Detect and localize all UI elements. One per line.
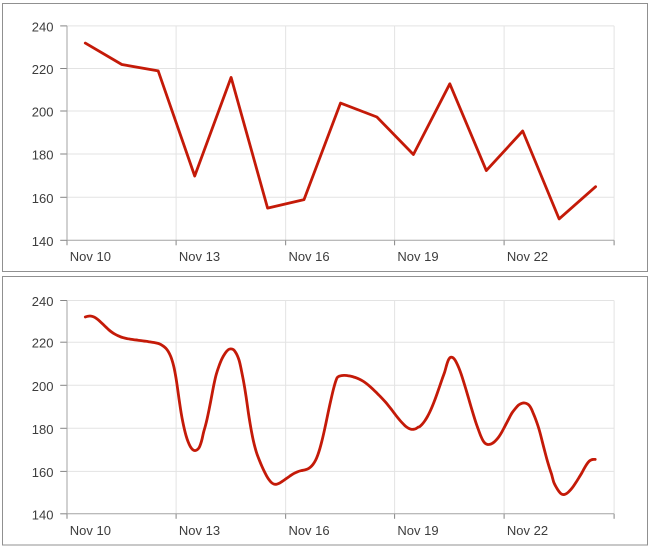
svg-text:160: 160 [32,465,54,480]
svg-text:140: 140 [32,507,54,522]
svg-text:240: 240 [32,19,54,34]
svg-text:Nov 22: Nov 22 [507,249,548,264]
svg-text:200: 200 [32,105,54,120]
svg-text:Nov 16: Nov 16 [288,249,329,264]
svg-text:Nov 10: Nov 10 [70,523,111,538]
svg-text:160: 160 [32,191,54,206]
svg-text:240: 240 [32,294,54,309]
svg-text:200: 200 [32,379,54,394]
svg-text:Nov 13: Nov 13 [179,249,220,264]
svg-text:Nov 19: Nov 19 [397,523,438,538]
svg-text:180: 180 [32,422,54,437]
svg-text:Nov 13: Nov 13 [179,523,220,538]
svg-text:180: 180 [32,148,54,163]
svg-text:220: 220 [32,62,54,77]
svg-text:220: 220 [32,336,54,351]
svg-text:Nov 10: Nov 10 [70,249,111,264]
svg-text:Nov 22: Nov 22 [507,523,548,538]
svg-text:140: 140 [32,234,54,249]
svg-text:Nov 16: Nov 16 [288,523,329,538]
svg-text:Nov 19: Nov 19 [397,249,438,264]
